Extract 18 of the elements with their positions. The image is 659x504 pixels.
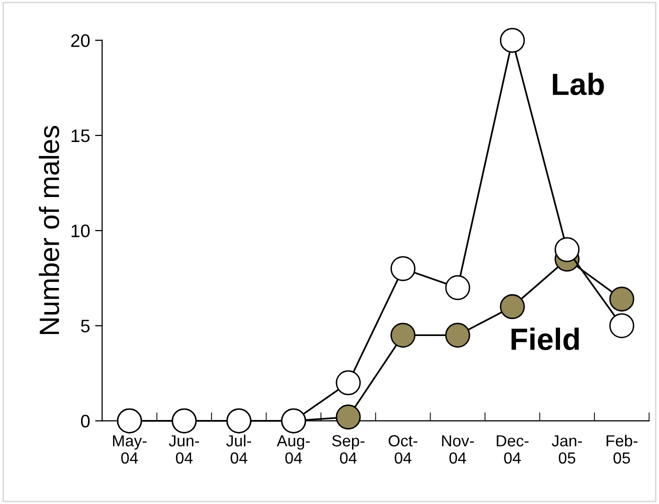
y-tick-label: 20 <box>71 34 90 48</box>
y-tick-label: 15 <box>72 130 90 142</box>
y-tick-label: 10 <box>72 224 90 238</box>
y-tick-label: 0 <box>81 414 90 428</box>
x-tick-label: Jun- 04 <box>168 435 200 464</box>
x-tick-label: Nov- 04 <box>442 435 474 464</box>
x-tick-label: May- 04 <box>113 435 147 464</box>
x-tick-label: Jan- 05 <box>552 435 582 464</box>
x-tick-label: Aug- 04 <box>276 435 310 464</box>
y-tick-label: 5 <box>81 320 90 332</box>
series-label: Lab <box>552 72 604 96</box>
x-tick-label: Dec- 04 <box>496 435 529 464</box>
y-axis-title: Number of males <box>38 126 60 334</box>
series-label: Field <box>512 328 579 350</box>
x-tick-label: Oct- 04 <box>388 435 418 464</box>
x-tick-label: Sep- 04 <box>332 435 364 464</box>
x-tick-label: Jul- 04 <box>226 434 252 464</box>
x-tick-label: Feb- 05 <box>606 434 638 464</box>
